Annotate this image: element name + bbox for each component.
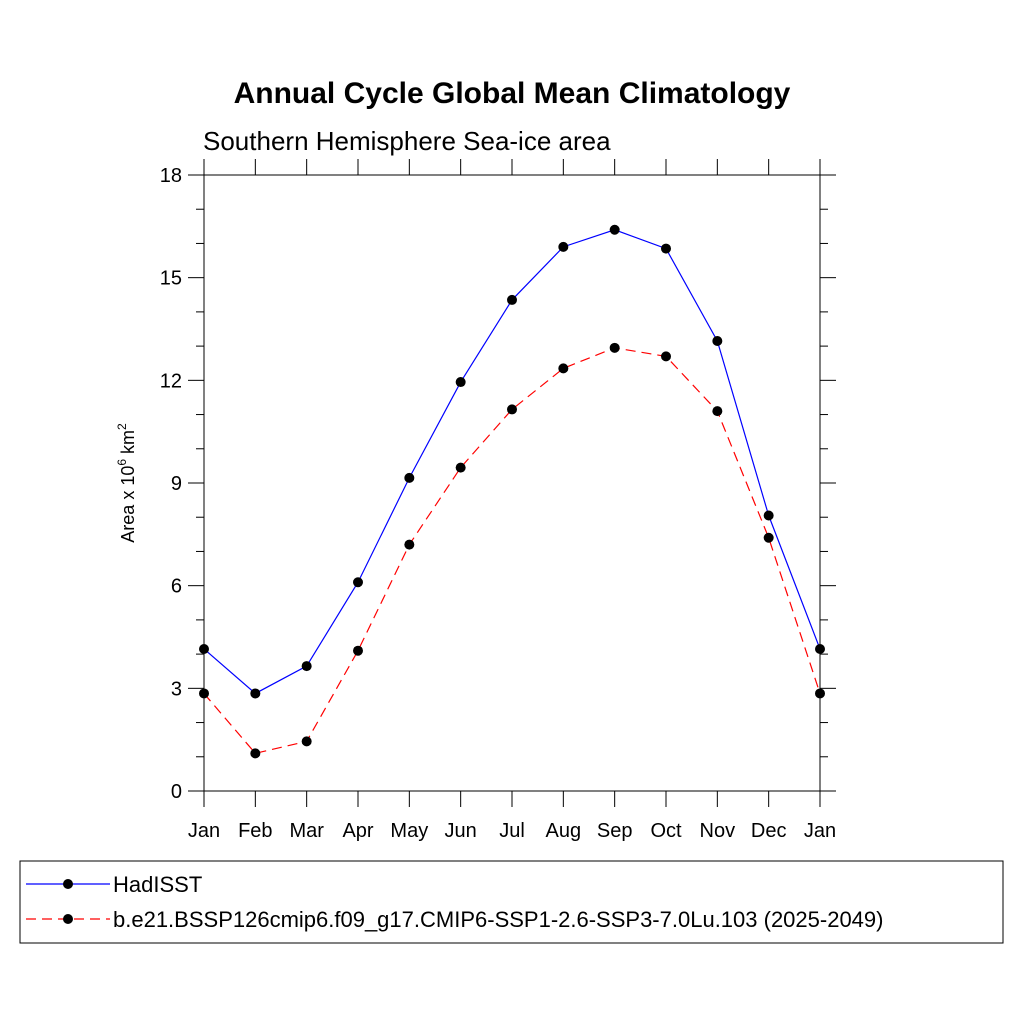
- series-0-point: [404, 472, 415, 483]
- series-0-point: [353, 577, 363, 588]
- x-tick-label: Nov: [700, 820, 736, 842]
- y-tick-label: 0: [171, 781, 182, 803]
- series-1-point: [455, 462, 466, 473]
- series-1-point: [661, 351, 671, 362]
- series-1-point: [199, 688, 209, 699]
- series-0-point: [763, 510, 774, 521]
- chart-subtitle: Southern Hemisphere Sea-ice area: [203, 126, 611, 156]
- series-1-point: [609, 342, 620, 353]
- legend: HadISST b.e21.BSSP126cmip6.f09_g17.CMIP6-…: [26, 872, 883, 932]
- series-lines: [199, 224, 825, 759]
- x-tick-label: Jul: [499, 820, 525, 842]
- series-1-point: [404, 539, 415, 550]
- legend-label-0: HadISST: [113, 872, 202, 897]
- series-0-point: [815, 643, 825, 654]
- x-tick-label: Mar: [289, 820, 324, 842]
- series-1-point: [712, 406, 723, 417]
- series-0-point: [609, 224, 620, 235]
- y-tick-label: 3: [171, 678, 182, 700]
- x-tick-label: Apr: [342, 820, 373, 842]
- series-1-point: [301, 736, 312, 747]
- series-1-point: [763, 532, 774, 543]
- x-tick-label: Feb: [238, 820, 272, 842]
- series-1-point: [815, 688, 825, 699]
- series-0-point: [661, 243, 671, 254]
- x-tick-label: Oct: [650, 820, 682, 842]
- series-0-point: [455, 377, 466, 388]
- x-tick-label: Jan: [188, 820, 220, 842]
- y-tick-label: 15: [160, 268, 182, 290]
- x-tick-label: Jun: [445, 820, 477, 842]
- x-tick-label: Sep: [597, 820, 633, 842]
- legend-label-1: b.e21.BSSP126cmip6.f09_g17.CMIP6-SSP1-2.…: [113, 907, 883, 932]
- x-tick-label: Jan: [804, 820, 836, 842]
- series-0-point: [301, 661, 312, 672]
- y-tick-label: 9: [171, 473, 182, 495]
- series-0-point: [712, 335, 723, 346]
- legend-box: [19, 860, 1004, 944]
- series-0-point: [199, 643, 209, 654]
- chart-title: Annual Cycle Global Mean Climatology: [234, 77, 791, 110]
- y-tick-label: 6: [171, 576, 182, 598]
- x-tick-label: Aug: [546, 820, 582, 842]
- y-tick-label: 18: [160, 165, 182, 187]
- y-axis-label: Area x 106 km2: [115, 423, 138, 543]
- legend-marker-0: [63, 879, 73, 889]
- series-1-point: [507, 404, 517, 415]
- series-1-point: [353, 645, 363, 656]
- plot-frame: [203, 174, 821, 792]
- series-1-point: [250, 748, 261, 759]
- series-1-point: [558, 363, 569, 374]
- legend-marker-1: [63, 914, 73, 924]
- series-0-point: [507, 294, 517, 305]
- x-tick-label: Dec: [751, 820, 787, 842]
- axes: 0 3 6 9 12 15 18 Jan Feb Mar Apr May Jun Jul Aug Sep Oct…: [160, 159, 836, 842]
- x-tick-label: May: [390, 820, 428, 842]
- series-0-point: [250, 688, 261, 699]
- y-tick-label: 12: [160, 370, 182, 392]
- series-0-point: [558, 241, 569, 252]
